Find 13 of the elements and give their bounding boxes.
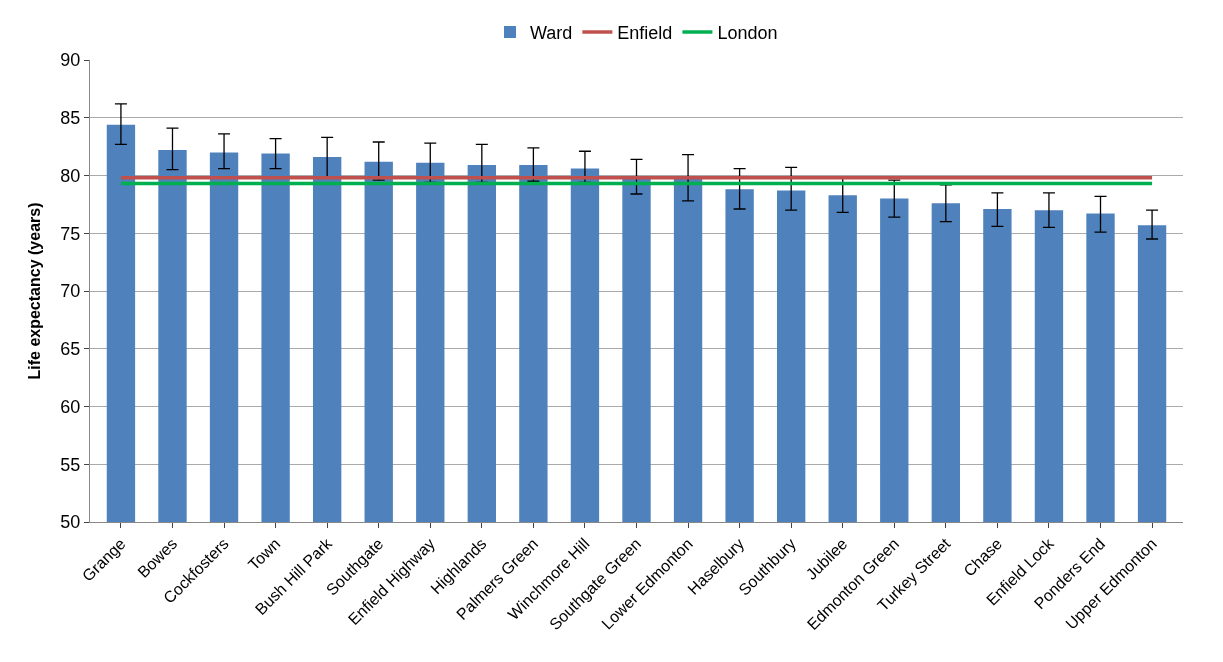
- y-tick-label: 65: [60, 339, 81, 360]
- y-tick-label: 75: [60, 223, 81, 244]
- legend-label: Ward: [530, 22, 573, 43]
- y-tick-label: 60: [60, 396, 81, 417]
- y-tick-label: 50: [60, 512, 81, 533]
- y-tick-label: 90: [60, 50, 81, 71]
- y-tick-label: 55: [60, 454, 81, 475]
- legend-label: London: [717, 22, 778, 43]
- y-tick-label: 70: [60, 281, 81, 302]
- legend-label: Enfield: [617, 22, 673, 43]
- y-axis-title: Life expectancy (years): [26, 202, 44, 380]
- y-tick-label: 80: [60, 165, 81, 186]
- y-tick-label: 85: [60, 108, 81, 129]
